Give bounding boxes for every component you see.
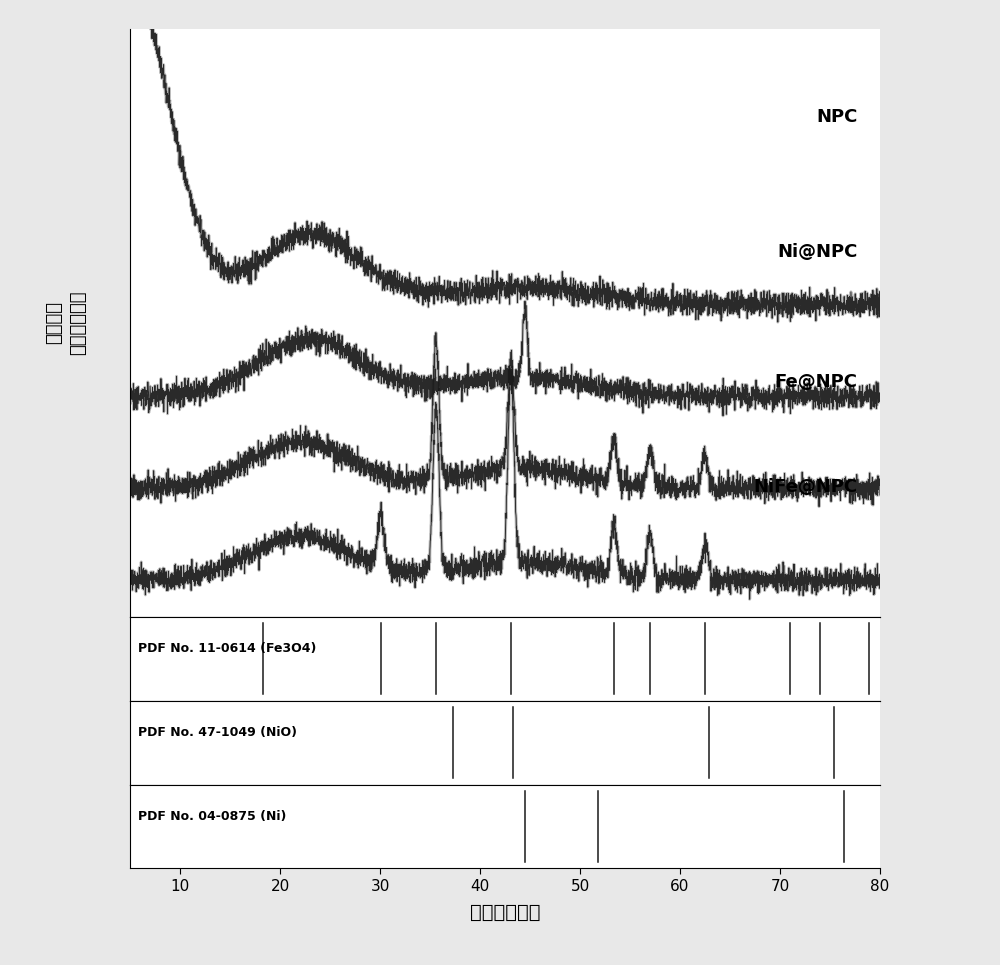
Text: 衍射角（度）: 衍射角（度）: [470, 902, 540, 922]
Text: PDF No. 04-0875 (Ni): PDF No. 04-0875 (Ni): [138, 810, 286, 823]
Text: 衍射强度
（吸收单位）: 衍射强度 （吸收单位）: [45, 290, 87, 355]
Text: PDF No. 47-1049 (NiO): PDF No. 47-1049 (NiO): [138, 726, 296, 739]
Text: Ni@NPC: Ni@NPC: [777, 243, 858, 262]
Text: PDF No. 11-0614 (Fe3O4): PDF No. 11-0614 (Fe3O4): [138, 642, 316, 655]
Text: NPC: NPC: [816, 108, 858, 126]
Text: NiFe@NPC: NiFe@NPC: [753, 479, 858, 496]
Text: Fe@NPC: Fe@NPC: [774, 372, 858, 391]
